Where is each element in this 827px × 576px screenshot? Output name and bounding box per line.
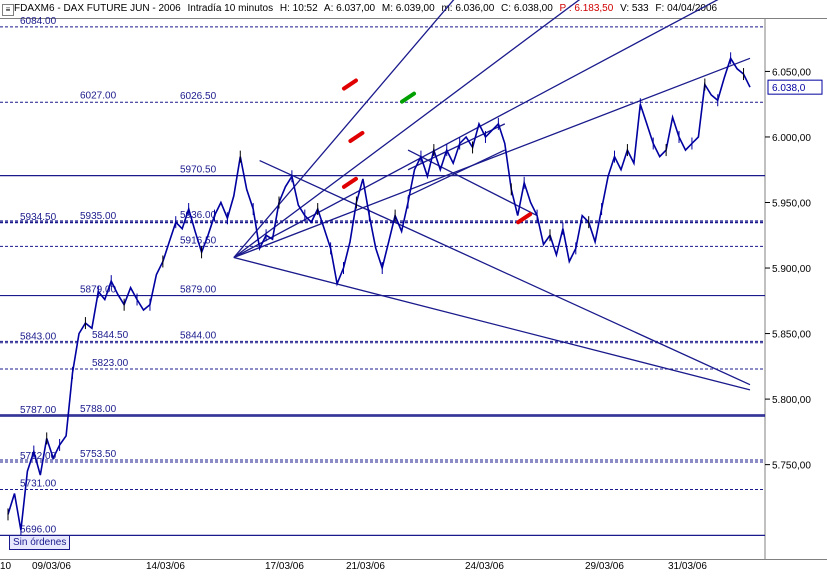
date-label: 09/03/06	[32, 561, 71, 572]
level-label: 5823.00	[92, 358, 129, 369]
signal-marker	[400, 91, 417, 104]
price-line	[7, 56, 751, 531]
current-price-label: 6.038,0	[772, 83, 806, 94]
level-label: 5844.00	[180, 330, 217, 341]
level-label: 6084.00	[20, 16, 57, 27]
close-readout: C: 6.038,00	[501, 3, 553, 14]
p-readout: P : 6.183,50	[559, 3, 614, 14]
signal-marker	[348, 130, 365, 143]
menu-icon[interactable]: ≡	[2, 4, 14, 16]
y-tick-label: 5.950,00	[772, 198, 811, 209]
y-tick-label: 5.900,00	[772, 264, 811, 275]
chart-header: ≡ FDAXM6 - DAX FUTURE JUN - 2006 Intradí…	[0, 0, 827, 19]
price-series	[7, 52, 751, 537]
y-tick-label: 5.750,00	[772, 461, 811, 472]
level-label: 5970.50	[180, 165, 217, 176]
date-label: 24/03/06	[465, 561, 504, 572]
date-readout: F: 04/04/2006	[655, 3, 718, 14]
level-label: 6026.50	[180, 91, 217, 102]
signal-marker	[341, 176, 358, 189]
trendline	[233, 57, 751, 259]
date-label: 14/03/06	[146, 561, 185, 572]
level-label: 5936.00	[180, 210, 217, 221]
date-label: 29/03/06	[585, 561, 624, 572]
trendline	[233, 256, 751, 391]
trendline	[259, 159, 751, 386]
date-label: 17/03/06	[265, 561, 304, 572]
trendline	[407, 123, 506, 171]
date-label: 31/03/06	[668, 561, 707, 572]
date-label: 10	[0, 561, 12, 572]
level-label: 5843.00	[20, 332, 57, 343]
level-label: 5696.00	[20, 524, 57, 535]
low-readout: m: 6.036,00	[441, 3, 495, 14]
interval-label: Intradía 10 minutos	[187, 3, 274, 14]
time-readout: H: 10:52	[279, 3, 318, 14]
level-label: 5935.00	[80, 211, 117, 222]
y-tick-label: 5.800,00	[772, 395, 811, 406]
current-price-box: 6.038,0	[767, 79, 823, 95]
level-label: 5844.50	[92, 330, 129, 341]
level-label: 5753.50	[80, 449, 117, 460]
level-label: 5752.00	[20, 451, 57, 462]
y-tick-label: 6.000,00	[772, 133, 811, 144]
date-label: 21/03/06	[346, 561, 385, 572]
level-label: 6027.00	[80, 91, 117, 102]
trendline	[233, 0, 581, 259]
level-label: 5879.00	[180, 285, 217, 296]
open-readout: A: 6.037,00	[323, 3, 376, 14]
plot-area	[0, 19, 765, 559]
trendline	[233, 0, 719, 259]
trendline	[233, 0, 455, 258]
y-tick-label: 6.050,00	[772, 67, 811, 78]
symbol-label: FDAXM6 - DAX FUTURE JUN - 2006	[14, 3, 181, 14]
y-tick-label: 5.850,00	[772, 330, 811, 341]
signal-marker	[516, 212, 533, 225]
price-axis: 6.050,00 6.000,00 5.950,00 5.900,00 5.850,00…	[765, 67, 811, 472]
level-label: 5934.50	[20, 212, 57, 223]
level-label: 5787.00	[20, 405, 57, 416]
date-axis: 10 09/03/06 14/03/06 17/03/06 21/03/06 24/03/…	[0, 559, 827, 576]
current-price-frame	[767, 79, 823, 95]
trendline	[407, 149, 506, 197]
orders-status-badge[interactable]: Sin órdenes	[9, 535, 71, 550]
high-readout: M: 6.039,00	[381, 3, 435, 14]
level-label: 5788.00	[80, 404, 117, 415]
trendlines	[233, 0, 751, 391]
level-label: 5731.00	[20, 479, 57, 490]
volume-readout: V: 533	[620, 3, 649, 14]
signal-markers	[341, 78, 533, 225]
signal-marker	[341, 78, 358, 91]
price-axis-area	[765, 19, 827, 559]
